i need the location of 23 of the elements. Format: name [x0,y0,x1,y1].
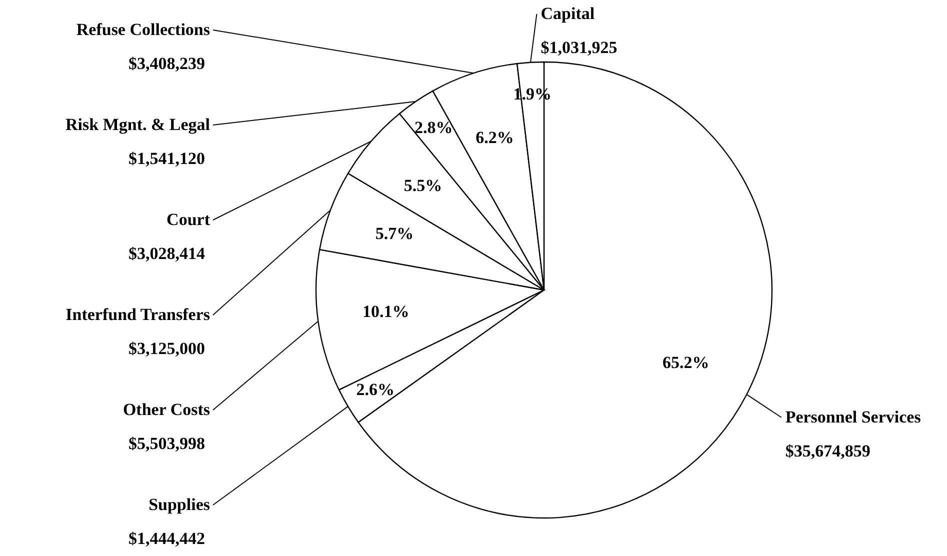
data-label: $5,503,998 [128,434,205,453]
data-label: $1,541,120 [128,149,205,168]
slice-label: Personnel Services [785,407,922,426]
data-label: $3,408,239 [128,54,205,73]
text: 65.2% [662,353,710,372]
slice-label: Other Costs [122,400,210,419]
data-label: $3,125,000 [128,339,205,358]
slice-label: Risk Mgnt. & Legal [66,115,210,134]
slice-label: Refuse Collections [76,20,210,39]
text: 2.8% [414,118,453,137]
slice-label: Court [166,210,210,229]
text: 6.2% [476,128,514,148]
text: 2.6% [356,380,395,400]
slice-label: Supplies [148,495,210,514]
slice-label: Interfund Transfers [66,305,210,324]
text: 5.5% [404,176,442,195]
data-label: $35,674,859 [785,441,870,460]
data-label: $1,031,925 [540,38,618,57]
text: 10.1% [362,302,410,321]
text: 5.7% [375,224,414,244]
data-label: $1,444,442 [128,529,205,548]
data-label: $3,028,414 [128,244,206,263]
slice-label: Capital [540,4,595,23]
